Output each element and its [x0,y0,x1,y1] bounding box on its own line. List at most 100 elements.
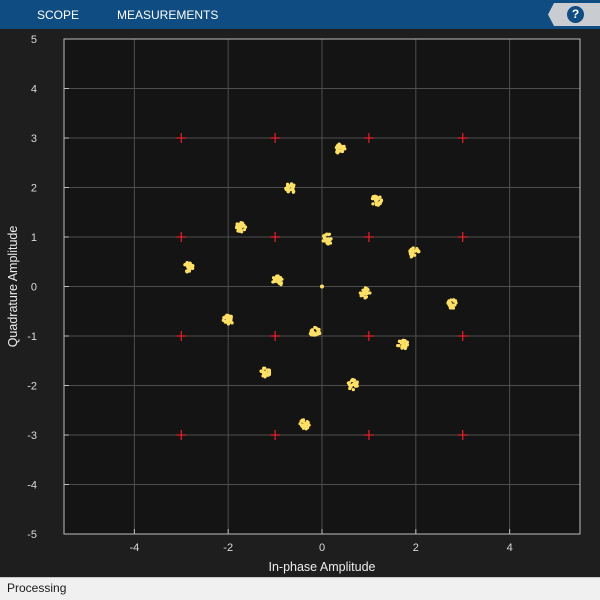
received-symbol [314,326,318,330]
received-symbol-cluster [334,142,347,155]
received-symbol [317,327,321,332]
received-symbol [190,263,194,268]
received-symbol [225,313,229,317]
received-symbol [262,366,266,370]
reference-point [176,133,187,143]
received-symbol [371,202,375,206]
received-symbol [355,380,359,384]
received-symbol [336,149,340,153]
reference-point [457,133,468,143]
x-tick-label: 4 [507,542,513,554]
received-symbol [405,340,409,344]
reference-point [176,430,187,440]
received-symbol [187,264,191,268]
received-symbol [276,279,281,284]
received-symbol [324,238,328,242]
origin-symbol [320,284,324,289]
received-symbol [266,368,270,372]
received-symbol [365,287,370,292]
received-symbol [279,281,284,285]
y-tick-label: 4 [31,84,37,96]
received-symbol [228,320,233,324]
received-symbol [272,278,276,282]
tab-measurements[interactable]: MEASUREMENTS [117,8,219,22]
received-symbol [354,384,358,388]
received-symbol [300,418,304,422]
reference-point [457,232,468,242]
received-symbol [397,344,401,348]
x-tick-label: -4 [129,542,139,554]
received-symbol-cluster [321,232,333,246]
received-symbol [402,344,406,348]
received-symbol-cluster [358,286,372,300]
received-symbol-cluster [396,338,409,351]
received-symbol [188,261,192,265]
data-layer [176,133,468,440]
reference-point [363,133,374,143]
received-symbol-cluster [284,182,296,194]
received-symbol [375,202,379,206]
received-symbol [363,296,367,300]
received-symbol [326,232,331,237]
received-symbol [322,236,326,240]
status-bar: Processing [0,577,600,600]
constellation-plot: -4 -2 0 2 4 -5 -4 -3 -2 -1 0 1 2 3 4 5 In-phase Amplitu… [0,29,600,577]
received-symbol [326,242,330,246]
y-tick-label: 0 [31,282,37,294]
reference-point [270,133,281,143]
received-symbol [239,221,243,226]
received-symbol [348,384,352,389]
received-symbol [368,291,372,295]
received-symbol [306,420,310,425]
y-tick-label: -3 [27,430,37,442]
received-symbol [453,299,457,303]
received-symbol [239,225,243,229]
received-symbol-cluster [259,366,272,379]
tab-scope[interactable]: SCOPE [37,8,80,22]
received-symbol [350,383,355,387]
received-symbol [377,201,381,206]
y-tick-label: -1 [27,331,37,343]
received-symbol [339,146,343,150]
received-symbol [288,184,292,188]
received-symbol [226,317,230,321]
received-symbol [447,303,451,307]
received-symbol [416,248,420,252]
reference-point [270,232,281,242]
received-symbol [259,369,263,373]
received-symbol-cluster [446,298,458,310]
reference-point [363,430,374,440]
received-symbol-cluster [346,377,359,392]
x-axis-label: In-phase Amplitude [268,560,375,574]
reference-point [176,331,187,341]
received-symbol [291,190,295,194]
received-symbol [307,423,311,427]
reference-point [363,331,374,341]
y-tick-label: 3 [31,133,37,145]
received-symbol [276,277,280,281]
received-symbol [347,381,351,385]
received-symbol [309,333,314,337]
received-symbol [321,239,325,243]
received-symbol [318,331,322,335]
received-symbol [191,266,195,270]
received-symbol [298,422,302,426]
x-tick-label: 0 [319,542,325,554]
received-symbol [351,387,355,392]
received-symbol [291,187,295,191]
toolstrip: SCOPE MEASUREMENTS ? [0,0,600,29]
received-symbol-cluster [234,220,248,234]
received-symbol [242,223,246,227]
received-symbol [341,145,346,149]
help-button[interactable]: ? [548,3,600,26]
axes-box [63,38,581,535]
y-tick-label: -5 [27,529,37,541]
received-symbol [315,332,319,336]
received-symbol [223,315,227,319]
received-symbol-cluster [271,274,284,287]
reference-point [270,331,281,341]
received-symbol [261,374,265,378]
reference-point [457,430,468,440]
reference-point [270,430,281,440]
received-symbol-cluster [308,325,322,337]
